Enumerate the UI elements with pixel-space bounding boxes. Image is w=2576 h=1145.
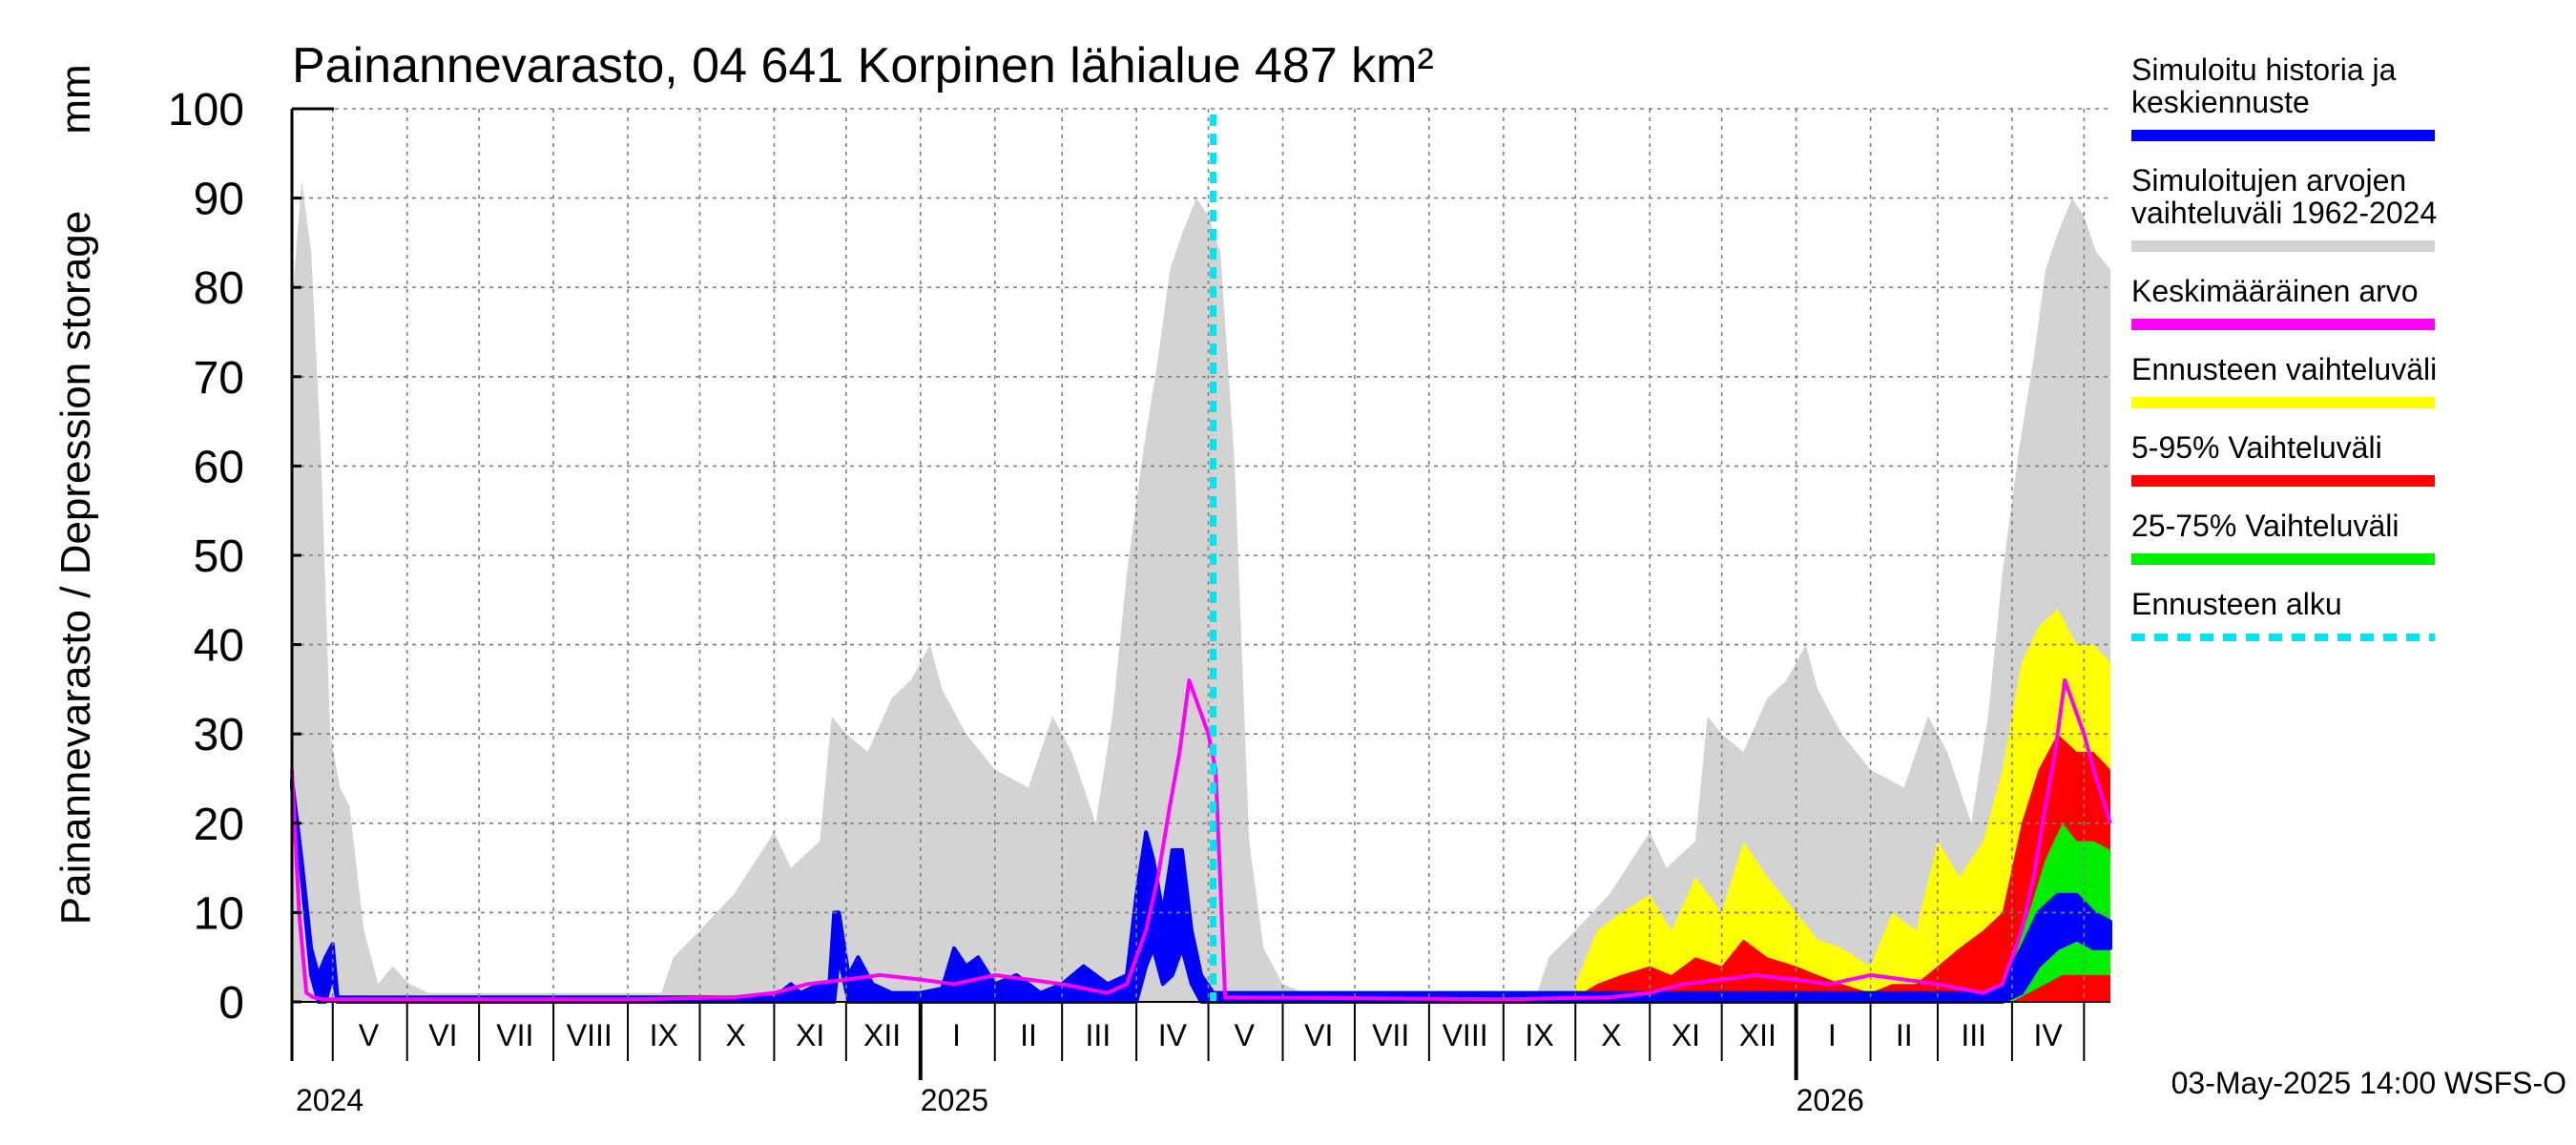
chart-gridlines [292, 108, 2110, 1002]
month-label-10: III [1086, 1018, 1111, 1052]
month-label-15: VIII [1443, 1018, 1488, 1052]
legend-label-1-0: Simuloitujen arvojen [2131, 163, 2406, 198]
y-tick-label-6: 60 [194, 442, 244, 492]
chart-title: Painannevarasto, 04 641 Korpinen lähialu… [292, 38, 1434, 94]
month-label-12: V [1235, 1018, 1256, 1052]
series-band-1 [1575, 609, 2110, 1002]
series-line-5 [290, 678, 2112, 1002]
y-tick-label-2: 20 [194, 800, 244, 850]
month-label-3: VIII [567, 1018, 613, 1052]
chart-bands [290, 179, 2112, 1004]
chart-lines [290, 114, 2112, 1002]
legend-label-1-1: vaihteluväli 1962-2024 [2131, 196, 2437, 230]
legend-label-0-1: keskiennuste [2131, 85, 2310, 119]
year-label-0: 2024 [296, 1083, 364, 1117]
month-label-16: IX [1525, 1018, 1553, 1052]
month-label-7: XII [863, 1018, 901, 1052]
y-tick-label-9: 90 [194, 175, 244, 225]
month-label-5: X [726, 1018, 746, 1052]
month-label-9: II [1020, 1018, 1037, 1052]
legend-label-3-0: Ennusteen vaihteluväli [2131, 352, 2437, 386]
y-tick-label-5: 50 [194, 531, 244, 582]
footer-timestamp: 03-May-2025 14:00 WSFS-O [2171, 1066, 2566, 1100]
month-label-22: III [1961, 1018, 1986, 1052]
year-label-2: 2026 [1797, 1083, 1864, 1117]
series-band-0 [292, 179, 2110, 1002]
legend-label-0-0: Simuloitu historia ja [2131, 52, 2397, 87]
legend-label-4-0: 5-95% Vaihteluväli [2131, 430, 2382, 465]
month-label-0: V [359, 1018, 380, 1052]
y-tick-label-8: 80 [194, 263, 244, 314]
legend-label-6-0: Ennusteen alku [2131, 587, 2342, 621]
y-tick-label-3: 30 [194, 710, 244, 760]
y-tick-label-0: 0 [218, 978, 244, 1029]
month-label-1: VI [428, 1018, 457, 1052]
legend-label-5-0: 25-75% Vaihteluväli [2131, 509, 2399, 543]
month-label-23: IV [2034, 1018, 2064, 1052]
legend-label-2-0: Keskimääräinen arvo [2131, 274, 2419, 308]
y-axis-unit: mm [52, 64, 99, 134]
month-label-11: IV [1158, 1018, 1188, 1052]
y-tick-label-7: 70 [194, 353, 244, 404]
month-label-2: VII [496, 1018, 533, 1052]
month-label-13: VI [1304, 1018, 1333, 1052]
month-label-6: XI [796, 1018, 824, 1052]
month-label-8: I [952, 1018, 961, 1052]
month-label-20: I [1828, 1018, 1837, 1052]
month-label-19: XII [1739, 1018, 1776, 1052]
month-label-18: XI [1672, 1018, 1700, 1052]
y-tick-label-1: 10 [194, 888, 244, 939]
month-label-17: X [1601, 1018, 1621, 1052]
y-tick-label-10: 100 [168, 85, 244, 135]
month-label-4: IX [650, 1018, 678, 1052]
y-tick-label-4: 40 [194, 621, 244, 672]
y-axis-label: Painannevarasto / Depression storage [52, 211, 99, 925]
chart-axes [290, 107, 2110, 1080]
month-label-14: VII [1372, 1018, 1409, 1052]
year-label-1: 2025 [921, 1083, 988, 1117]
month-label-21: II [1896, 1018, 1913, 1052]
